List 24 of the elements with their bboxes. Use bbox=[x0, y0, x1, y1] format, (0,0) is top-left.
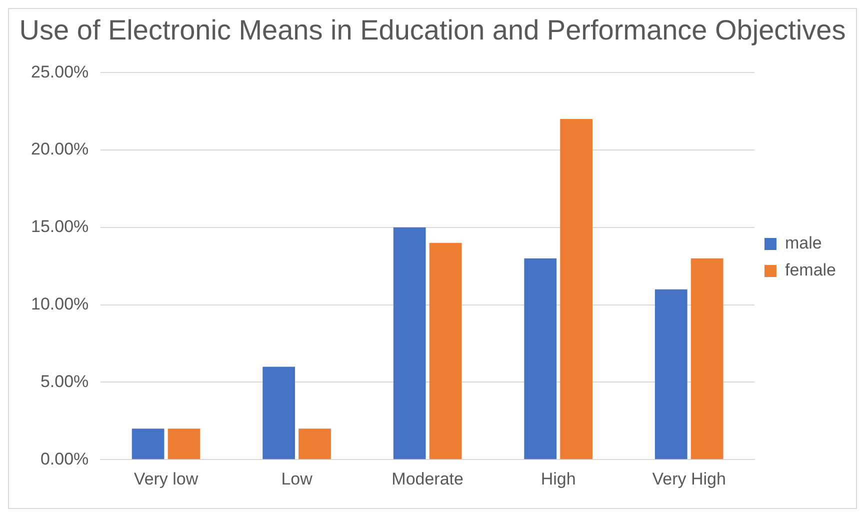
y-tick-label: 20.00% bbox=[30, 140, 89, 159]
y-tick-label: 25.00% bbox=[30, 62, 89, 82]
bar bbox=[524, 258, 557, 460]
bar bbox=[690, 258, 724, 460]
y-tick-label: 10.00% bbox=[30, 294, 89, 314]
y-tick-label: 0.00% bbox=[40, 449, 89, 468]
bar bbox=[393, 227, 426, 460]
x-tick-label: Moderate bbox=[392, 469, 464, 488]
chart-title: Use of Electronic Means in Education and Performance Objectives bbox=[19, 14, 846, 46]
bar bbox=[262, 366, 296, 460]
x-tick-label: High bbox=[540, 469, 576, 488]
x-tick-label: Low bbox=[281, 469, 314, 488]
bar bbox=[168, 428, 200, 460]
bar bbox=[298, 428, 331, 460]
x-tick-label: Very High bbox=[652, 469, 726, 488]
bar bbox=[560, 119, 592, 460]
y-tick-label: 15.00% bbox=[30, 217, 89, 236]
bar bbox=[654, 289, 688, 460]
bar bbox=[132, 428, 164, 460]
bar bbox=[429, 242, 462, 460]
legend-label: female bbox=[784, 260, 836, 280]
x-tick-label: Very low bbox=[134, 469, 199, 488]
y-tick-label: 5.00% bbox=[40, 372, 89, 391]
legend-label: male bbox=[784, 234, 822, 253]
